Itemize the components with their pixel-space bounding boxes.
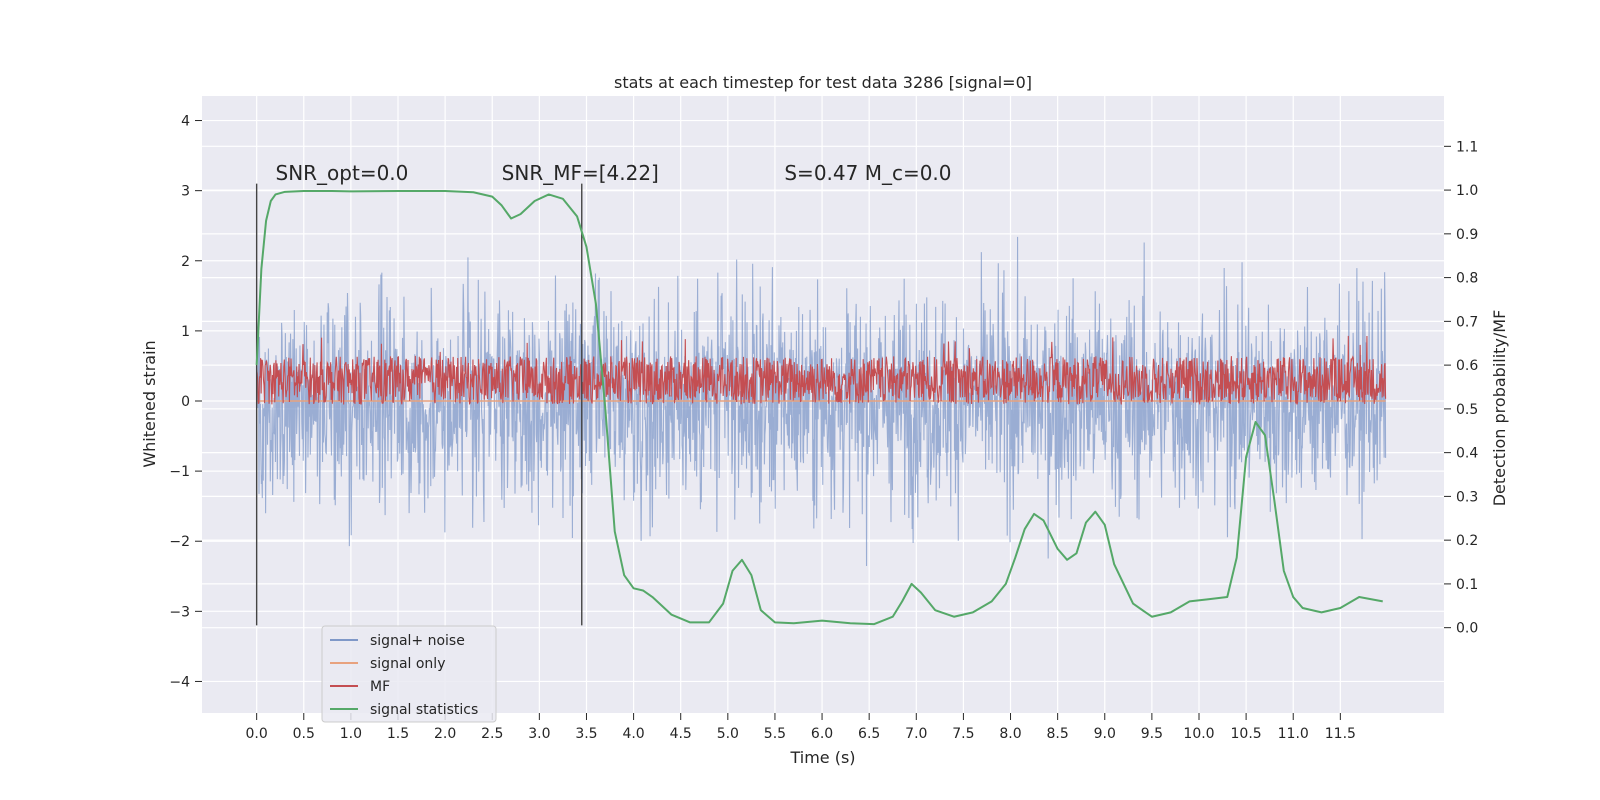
y2-tick-label: 1.0 <box>1456 183 1478 199</box>
x-tick-label: 0.5 <box>293 726 315 742</box>
x-tick-label: 9.5 <box>1141 726 1163 742</box>
x-tick-label: 7.0 <box>905 726 927 742</box>
y-tick-label: −1 <box>169 464 190 480</box>
x-tick-label: 10.0 <box>1183 726 1214 742</box>
x-tick-label: 10.5 <box>1231 726 1262 742</box>
y-tick-label: 0 <box>181 394 190 410</box>
x-tick-label: 6.5 <box>858 726 880 742</box>
y2-tick-label: 1.1 <box>1456 139 1478 155</box>
legend-label: signal statistics <box>370 702 478 718</box>
legend-label: signal only <box>370 656 445 672</box>
y2-tick-label: 0.8 <box>1456 271 1478 287</box>
legend-box <box>321 625 497 723</box>
x-tick-label: 2.0 <box>434 726 456 742</box>
plot-layer <box>255 183 1387 626</box>
y2-tick-label: 0.2 <box>1456 533 1478 549</box>
legend-label: MF <box>370 679 390 695</box>
series-signal-noise <box>256 236 1387 566</box>
y2-tick-label: 0.0 <box>1456 621 1478 637</box>
x-tick-label: 3.0 <box>528 726 550 742</box>
series-signal-statistics <box>255 189 1383 626</box>
legend: signal+ noise signal only MF signal statist… <box>321 625 497 723</box>
y2-tick-label: 0.6 <box>1456 358 1478 374</box>
x-tick-label: 2.5 <box>481 726 503 742</box>
x-tick-label: 4.5 <box>670 726 692 742</box>
x-tick-label: 0.0 <box>246 726 268 742</box>
y2-tick-label: 0.4 <box>1456 446 1478 462</box>
y2-tick-label: 0.3 <box>1456 489 1478 505</box>
y-tick-label: 2 <box>181 254 190 270</box>
y2-tick-label: 0.7 <box>1456 314 1478 330</box>
y-tick-label: 1 <box>181 324 190 340</box>
x-tick-label: 3.5 <box>575 726 597 742</box>
y-axis-left: −4 −3 −2 −1 0 1 2 3 4 <box>169 114 202 690</box>
x-tick-label: 11.5 <box>1325 726 1356 742</box>
x-tick-label: 11.0 <box>1278 726 1309 742</box>
x-tick-label: 5.5 <box>764 726 786 742</box>
x-tick-label: 7.5 <box>952 726 974 742</box>
y2-tick-label: 0.9 <box>1456 227 1478 243</box>
y-tick-label: 4 <box>181 114 190 130</box>
x-tick-label: 1.5 <box>387 726 409 742</box>
annotation: SNR_MF=[4.22] <box>502 161 659 185</box>
chart-title: stats at each timestep for test data 328… <box>614 73 1032 92</box>
y-axis-label: Whitened strain <box>140 340 159 467</box>
y-axis-right: 0.0 0.1 0.2 0.3 0.4 0.5 0.6 0.7 0.8 0.9 1.0 1.1 <box>1444 139 1478 637</box>
x-tick-label: 8.0 <box>999 726 1021 742</box>
x-tick-label: 6.0 <box>811 726 833 742</box>
x-axis-label: Time (s) <box>789 748 855 767</box>
x-tick-label: 5.0 <box>717 726 739 742</box>
y2-tick-label: 0.5 <box>1456 402 1478 418</box>
series-mf <box>256 335 1387 406</box>
x-tick-label: 8.5 <box>1047 726 1069 742</box>
y-tick-label: −2 <box>169 534 190 550</box>
x-tick-label: 9.0 <box>1094 726 1116 742</box>
y-tick-label: −4 <box>169 674 190 690</box>
y2-axis-label: Detection probability/MF <box>1490 310 1509 507</box>
x-tick-label: 4.0 <box>622 726 644 742</box>
legend-label: signal+ noise <box>370 633 465 649</box>
x-axis: 0.0 0.5 1.0 1.5 2.0 2.5 3.0 3.5 4.0 4.5 5.0 5.5 6.0 6… <box>246 713 1356 742</box>
y-tick-label: 3 <box>181 184 190 200</box>
annotations: SNR_opt=0.0 SNR_MF=[4.22] S=0.47 M_c=0.0 <box>276 161 952 185</box>
annotation: SNR_opt=0.0 <box>276 161 409 185</box>
y2-tick-label: 0.1 <box>1456 577 1478 593</box>
annotation: S=0.47 M_c=0.0 <box>784 161 951 185</box>
x-tick-label: 1.0 <box>340 726 362 742</box>
y-tick-label: −3 <box>169 604 190 620</box>
